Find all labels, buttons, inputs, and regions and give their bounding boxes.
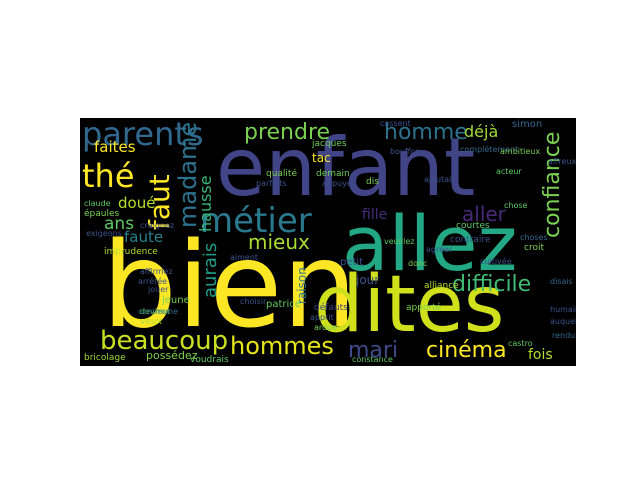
word: imprudence [104, 247, 158, 257]
word: cinéma [426, 338, 507, 363]
word: possédez [146, 349, 198, 362]
word: allez [342, 199, 518, 288]
word: claude [84, 199, 111, 208]
word: jacques [312, 139, 347, 149]
word: rendu [552, 331, 576, 340]
word: agréer [426, 245, 453, 254]
word: alliance [424, 281, 459, 291]
word: choisir [240, 297, 267, 306]
word: voudrais [190, 355, 229, 365]
word: humain [550, 305, 576, 314]
word: petit [340, 257, 364, 268]
word: choses [520, 233, 548, 242]
word: courtes [456, 221, 490, 231]
word: appuyer [322, 179, 356, 188]
word: apprit [310, 313, 334, 322]
word: qualité [266, 169, 297, 179]
word: aurais [200, 242, 221, 298]
word: ardue [314, 323, 338, 332]
word: confiance [540, 131, 565, 238]
word: donc [408, 259, 428, 268]
word: arrêtée [138, 277, 168, 286]
word: constance [352, 355, 393, 364]
word: faites [94, 138, 136, 156]
word: simon [512, 119, 543, 130]
word: défauts [314, 303, 348, 313]
word: difficile [452, 272, 532, 297]
word: enfant [216, 121, 476, 214]
word: bouffon [390, 147, 421, 156]
word: contraire [450, 235, 491, 245]
word: bricolage [84, 353, 126, 363]
word: prendre [244, 120, 331, 145]
word: affirmez [140, 267, 173, 276]
word: mari [348, 338, 399, 363]
word: jouer [148, 285, 169, 294]
word: castro [508, 339, 533, 348]
word: épaules [84, 209, 120, 219]
word: bien [102, 216, 358, 354]
word: cassent [380, 119, 411, 128]
word: affreux [548, 157, 576, 166]
word: hausse [196, 175, 215, 232]
word: demain [316, 169, 350, 179]
word: croit [524, 243, 544, 253]
word: aiment [230, 253, 259, 262]
word: fois [528, 347, 553, 363]
word: apporté [406, 303, 442, 313]
word: auquel [550, 317, 576, 326]
word: jour [356, 273, 380, 287]
word: exigeons [86, 229, 122, 238]
word: devient [140, 307, 171, 316]
word: thé [82, 157, 135, 195]
word: parfaits [256, 179, 287, 188]
word: métier [200, 201, 312, 241]
word: doué [118, 194, 156, 212]
word: patrice [266, 299, 301, 310]
word: fille [362, 207, 388, 223]
word: disais [550, 277, 573, 286]
word-cloud: enfant bien allez dites métier parents b… [80, 118, 576, 366]
word: aller [462, 202, 506, 226]
word: acteur [496, 167, 522, 176]
word: dis [366, 177, 379, 187]
word: beaucoup [100, 326, 229, 356]
word: ajoutait [424, 175, 455, 184]
word: hommes [230, 332, 334, 360]
word: parents [82, 118, 204, 153]
word: ans [104, 214, 135, 234]
word: cultivée [480, 257, 512, 266]
word: jeune [162, 295, 190, 306]
word: complétement [460, 145, 519, 154]
word: chose [504, 201, 528, 210]
word: faute [124, 228, 164, 246]
word: craignez [140, 221, 175, 230]
word: dites [314, 260, 505, 350]
word: mieux [248, 230, 310, 254]
word: homme [384, 120, 468, 145]
word: déjà [464, 122, 499, 141]
word: veux [140, 317, 162, 327]
word: ambitieux [500, 147, 541, 156]
word: commune [138, 307, 178, 316]
word: veuillez [384, 237, 415, 246]
word: tac [312, 151, 331, 165]
